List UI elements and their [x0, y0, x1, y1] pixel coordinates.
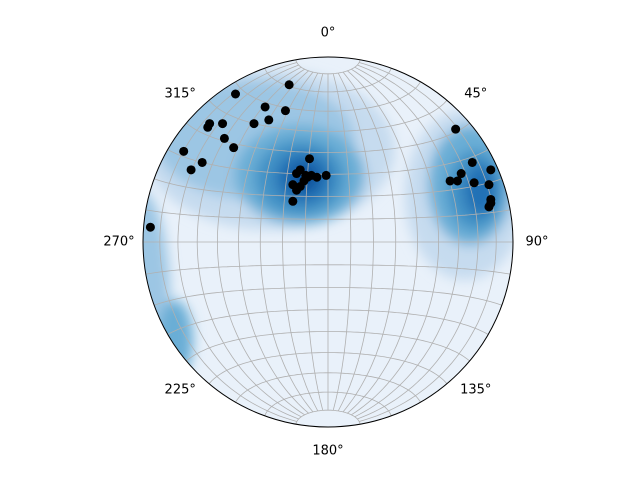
pole-point [469, 178, 479, 188]
pole-point [260, 102, 270, 112]
net-line [264, 391, 392, 416]
pole-point [321, 170, 331, 180]
azimuth-label: 180° [312, 444, 343, 459]
pole-point [456, 169, 466, 179]
azimuth-label: 90° [525, 235, 548, 250]
azimuth-label: 135° [460, 382, 491, 397]
net-line [264, 68, 392, 93]
pole-point [179, 146, 189, 156]
pole-point [312, 172, 322, 182]
pole-point [288, 196, 298, 206]
net-line [167, 309, 489, 335]
pole-point [484, 180, 494, 190]
pole-point [486, 165, 496, 175]
primitive-circle [142, 56, 514, 428]
pole-point [264, 115, 274, 125]
pole-point [292, 169, 302, 179]
pole-point [249, 119, 259, 129]
pole-point [299, 176, 309, 186]
azimuth-label: 315° [165, 87, 196, 102]
azimuth-label: 0° [321, 26, 336, 41]
pole-point [231, 89, 240, 99]
net-line [186, 331, 470, 362]
pole-point [284, 80, 294, 90]
pole-point [292, 185, 302, 195]
pole-point [445, 176, 455, 186]
pole-point [186, 165, 196, 175]
pole-point [453, 176, 462, 186]
pole-point [280, 106, 290, 116]
net-line [145, 209, 511, 220]
pole-point [218, 119, 228, 129]
net-line [295, 409, 361, 425]
azimuth-label: 225° [165, 382, 196, 397]
pole-point [484, 202, 494, 212]
net-grid [143, 59, 513, 425]
azimuth-label: 270° [103, 235, 134, 250]
net-line [235, 372, 421, 403]
pole-point [451, 124, 461, 134]
pole-point [305, 154, 314, 164]
net-line [208, 352, 448, 384]
pole-point [203, 122, 213, 132]
pole-point [145, 222, 155, 232]
net-line [154, 287, 502, 306]
net-line [145, 264, 511, 275]
pole-point [219, 133, 229, 143]
net-line [295, 59, 361, 75]
azimuth-label: 45° [464, 87, 487, 102]
net-line [235, 81, 421, 112]
pole-point [229, 143, 239, 153]
pole-point [467, 157, 477, 167]
net-line [208, 100, 448, 132]
pole-point [197, 157, 207, 167]
net-line [154, 178, 502, 197]
